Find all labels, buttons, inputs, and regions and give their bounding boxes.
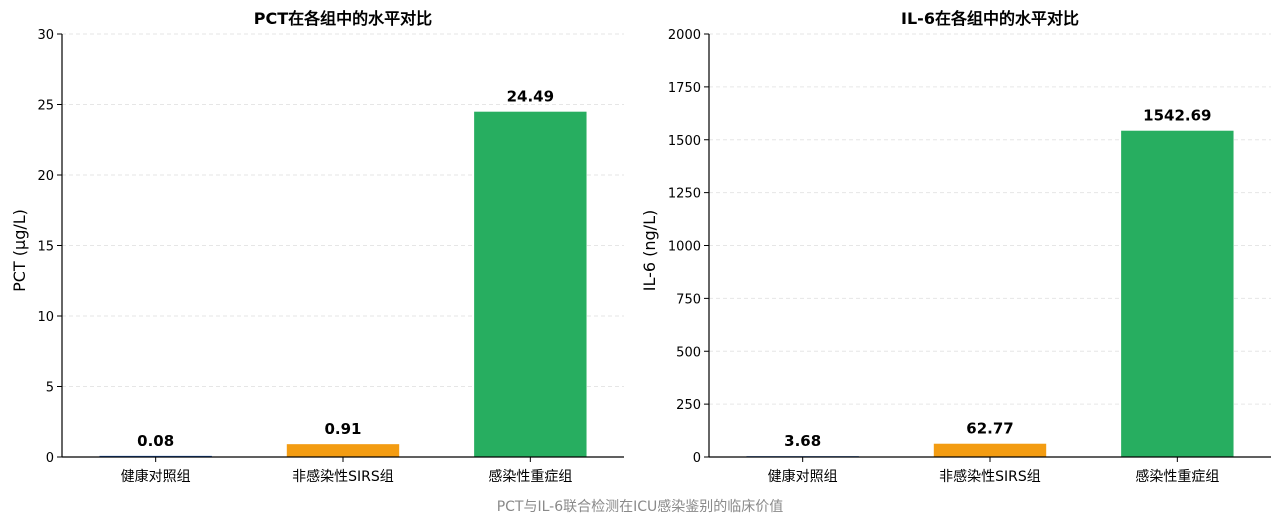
y-axis-label: IL-6 (ng/L) (640, 210, 659, 291)
y-tick-label: 500 (676, 345, 701, 360)
y-tick-label: 5 (46, 381, 54, 396)
y-tick-label: 0 (693, 451, 701, 466)
bar (1121, 130, 1234, 457)
x-tick-label: 健康对照组 (121, 468, 191, 485)
bar-value-label: 62.77 (966, 420, 1013, 438)
footer-caption: PCT与IL-6联合检测在ICU感染鉴别的临床价值 (496, 499, 784, 515)
y-axis-label: PCT (μg/L) (10, 209, 29, 292)
y-tick-label: 0 (46, 451, 54, 466)
y-tick-label: 250 (676, 398, 701, 413)
y-tick-label: 1750 (668, 81, 701, 96)
chart-title: IL-6在各组中的水平对比 (901, 9, 1079, 28)
y-tick-label: 1000 (668, 240, 701, 255)
x-tick-label: 健康对照组 (768, 468, 838, 485)
bar-value-label: 24.49 (507, 88, 554, 106)
bar-value-label: 3.68 (784, 432, 821, 450)
bar-value-label: 1542.69 (1143, 107, 1211, 125)
y-tick-label: 30 (37, 28, 54, 43)
chart-title: PCT在各组中的水平对比 (254, 9, 432, 28)
bar (286, 444, 400, 457)
x-tick-label: 感染性重症组 (1135, 468, 1219, 485)
x-tick-label: 非感染性SIRS组 (292, 468, 394, 485)
y-tick-label: 1250 (668, 187, 701, 202)
bar (933, 443, 1047, 457)
bar-value-label: 0.08 (137, 432, 174, 450)
y-tick-label: 25 (37, 99, 54, 114)
y-tick-label: 15 (37, 240, 54, 255)
bar-value-label: 0.91 (324, 420, 361, 438)
y-tick-label: 10 (37, 310, 54, 325)
y-tick-label: 20 (37, 169, 54, 184)
y-tick-label: 750 (676, 292, 701, 307)
x-tick-label: 非感染性SIRS组 (939, 468, 1041, 485)
bar (474, 111, 587, 457)
x-tick-label: 感染性重症组 (488, 468, 572, 485)
y-tick-label: 2000 (668, 28, 701, 43)
y-tick-label: 1500 (668, 134, 701, 149)
